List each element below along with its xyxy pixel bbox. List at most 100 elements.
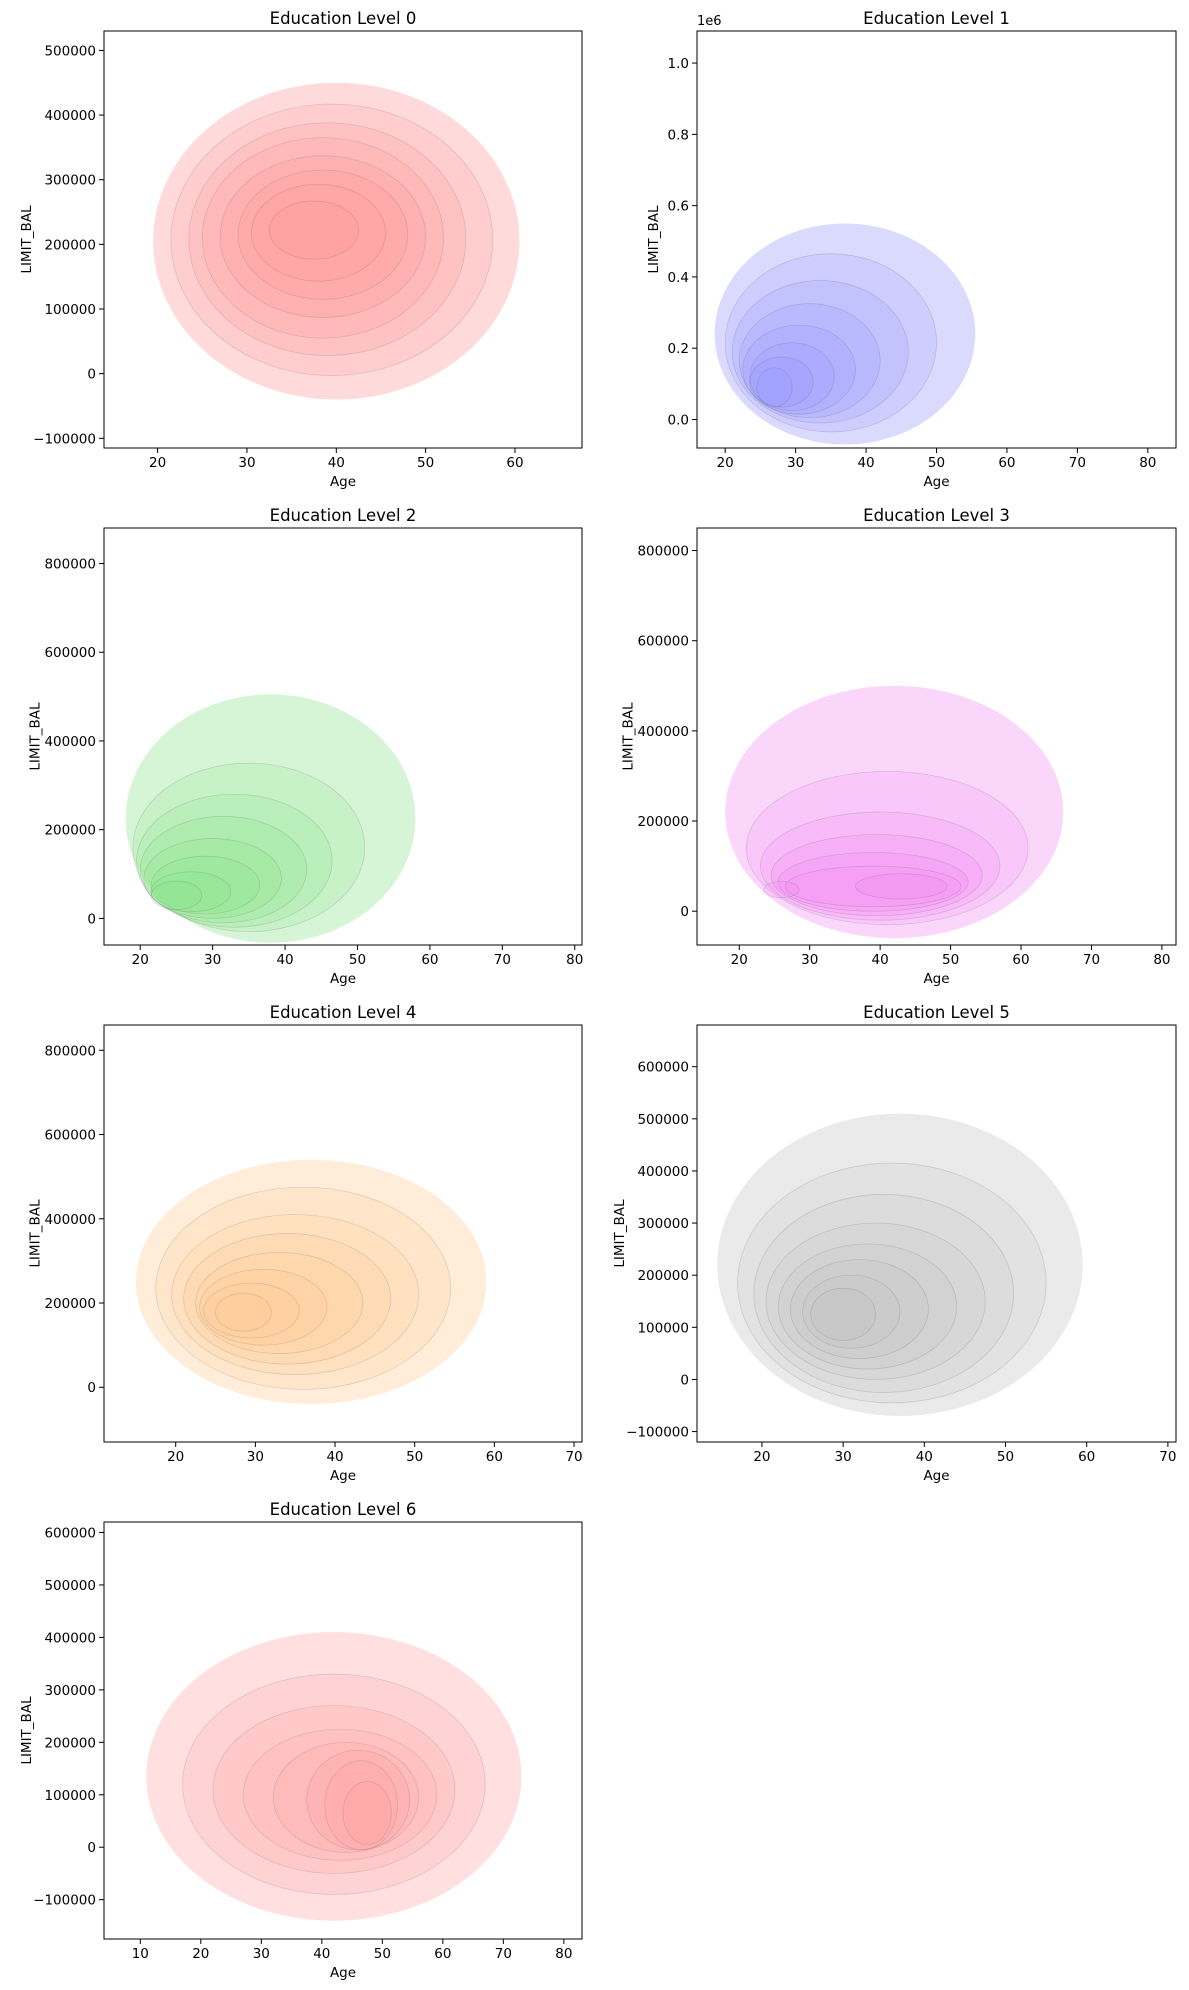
density-level-4	[777, 852, 969, 912]
x-tick-label: 60	[1012, 952, 1029, 968]
x-axis-label: Age	[923, 1468, 949, 1484]
density-bands	[714, 223, 976, 445]
y-tick-label: 500000	[44, 1578, 96, 1594]
x-axis-label: Age	[330, 474, 356, 490]
density-level-1	[745, 771, 1029, 926]
density-level-5	[749, 342, 835, 411]
density-bands	[135, 1159, 487, 1405]
density-level-5	[790, 1259, 929, 1359]
y-tick-label: 300000	[44, 1683, 96, 1699]
y-tick-label: 1.0	[668, 56, 689, 72]
x-tick-label: 60	[506, 455, 523, 471]
y-tick-label: 200000	[637, 1268, 689, 1284]
density-level-7	[756, 367, 793, 408]
x-tick-label: 60	[1078, 1449, 1095, 1465]
density-level-3	[242, 1728, 438, 1861]
subplot-6: 10 20 30 40 50 60 70 80 −100000 0 100000 200000 3000…	[19, 1500, 583, 1981]
subplot-title: Education Level 1	[863, 9, 1010, 28]
y-tick-label: 600000	[44, 1128, 96, 1144]
density-level-1	[132, 762, 366, 933]
density-level-4	[742, 324, 856, 415]
x-tick-label: 70	[1083, 952, 1100, 968]
x-tick-label: 40	[313, 1946, 330, 1962]
axes-frame	[696, 1024, 1177, 1443]
subplot-1: 20 30 40 50 60 70 80 0.0 0.2 0.4 0.6 0.8 1.0 1e6 Educa…	[646, 9, 1177, 490]
density-level-2	[760, 811, 1001, 921]
x-tick-label: 60	[434, 1946, 451, 1962]
density-bands	[146, 1632, 522, 1921]
density-level-1	[170, 103, 494, 376]
axes-frame	[103, 527, 583, 946]
y-tick-label: 0	[680, 904, 689, 920]
y-tick-label: 600000	[637, 1060, 689, 1076]
x-tick-label: 30	[238, 455, 255, 471]
x-axis-label: Age	[330, 971, 356, 987]
x-tick-label: 50	[349, 952, 366, 968]
y-tick-label: 100000	[637, 1320, 689, 1336]
y-tick-label: 400000	[44, 108, 96, 124]
x-tick-label: 50	[997, 1449, 1014, 1465]
density-level-7	[342, 1781, 392, 1845]
density-bands	[725, 685, 1064, 939]
y-axis-label: LIMIT_BAL	[28, 1199, 44, 1268]
x-tick-label: 40	[276, 952, 293, 968]
density-level-0	[135, 1159, 487, 1405]
density-level-3	[183, 1233, 392, 1365]
x-tick-label: 70	[495, 1946, 512, 1962]
x-tick-label: 30	[787, 455, 804, 471]
y-tick-label: 200000	[44, 237, 96, 253]
x-axis-label: Age	[923, 971, 949, 987]
y-tick-label: 200000	[44, 1296, 96, 1312]
density-bands	[717, 1113, 1083, 1416]
y-tick-label: 0.4	[668, 270, 689, 286]
axes-frame	[103, 1521, 583, 1940]
x-tick-label: 80	[566, 952, 583, 968]
x-tick-label: 20	[132, 952, 149, 968]
x-tick-label: 10	[132, 1946, 149, 1962]
y-tick-label: 200000	[44, 1735, 96, 1751]
y-tick-label: 400000	[637, 1164, 689, 1180]
density-level-0	[717, 1113, 1083, 1416]
x-tick-label: 30	[253, 1946, 270, 1962]
subplot-4: 20 30 40 50 60 70 0 200000 400000 600000 800000 Edu…	[28, 1003, 583, 1484]
x-tick-label: 80	[555, 1946, 572, 1962]
x-tick-label: 50	[942, 952, 959, 968]
x-tick-label: 20	[717, 455, 734, 471]
x-axis-label: Age	[923, 474, 949, 490]
y-tick-label: 0	[87, 367, 96, 383]
density-level-6	[251, 183, 386, 282]
density-level-2	[212, 1705, 456, 1874]
y-tick-label: −100000	[33, 1893, 96, 1909]
x-tick-label: 30	[247, 1449, 264, 1465]
x-tick-label: 30	[204, 952, 221, 968]
subplot-title: Education Level 6	[270, 1500, 417, 1519]
density-level-4	[273, 1741, 419, 1853]
y-axis-label: LIMIT_BAL	[621, 702, 637, 771]
density-level-4	[143, 838, 282, 919]
axes-frame	[103, 1024, 583, 1443]
subplot-title: Education Level 4	[270, 1003, 417, 1022]
x-tick-label: 30	[835, 1449, 852, 1465]
y-axis-label: LIMIT_BAL	[19, 1696, 35, 1765]
density-level-7	[150, 880, 203, 910]
density-level-6	[324, 1760, 398, 1851]
density-level-7	[215, 1292, 272, 1332]
density-level-6	[802, 1274, 901, 1349]
subplot-title: Education Level 3	[863, 506, 1010, 525]
y-tick-label: 0.2	[668, 341, 689, 357]
density-level-5	[237, 169, 409, 300]
density-level-6	[855, 873, 948, 900]
density-level-2	[731, 280, 909, 424]
y-tick-label: 400000	[44, 1630, 96, 1646]
x-tick-label: 70	[1159, 1449, 1176, 1465]
x-tick-label: 40	[326, 1449, 343, 1465]
y-axis-label: LIMIT_BAL	[28, 702, 44, 771]
y-tick-label: 0	[87, 911, 96, 927]
x-tick-label: 50	[374, 1946, 391, 1962]
density-level-0	[153, 82, 520, 400]
x-axis-label: Age	[330, 1965, 356, 1981]
x-tick-label: 40	[328, 455, 345, 471]
subplot-3: 20 30 40 50 60 70 80 0 200000 400000 600000 800000 E…	[621, 506, 1177, 987]
